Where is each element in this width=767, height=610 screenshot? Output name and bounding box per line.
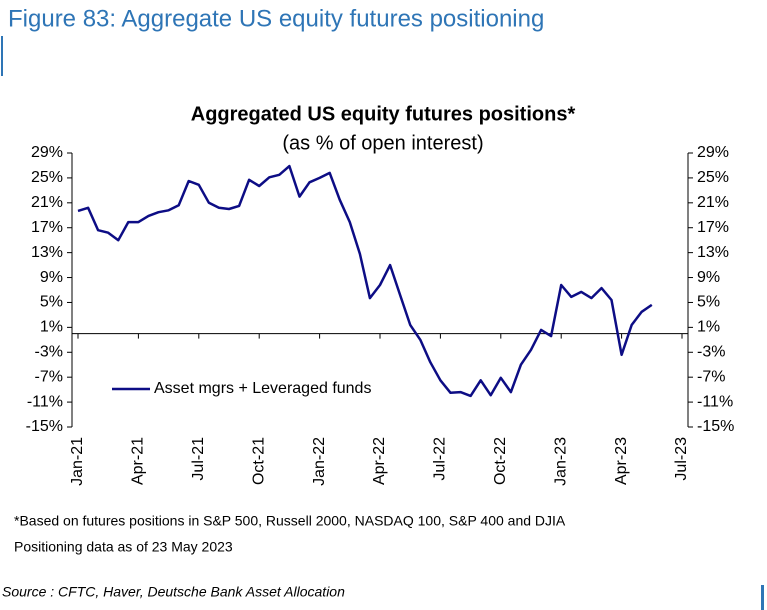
x-tick-label: Jan-22 [311, 437, 328, 486]
y2-tick-label: 1% [697, 319, 720, 336]
chart-subtitle: (as % of open interest) [282, 132, 483, 154]
x-tick-label: Jan-23 [552, 437, 569, 486]
y-tick-label: 5% [40, 294, 63, 311]
y-tick-label: -7% [35, 368, 63, 385]
y-tick-label: -15% [26, 418, 63, 435]
y2-tick-label: 21% [697, 194, 729, 211]
x-tick-label: Jul-23 [673, 437, 690, 481]
y2-tick-label: -3% [697, 343, 725, 360]
x-tick-label: Jul-21 [190, 437, 207, 481]
legend-label: Asset mgrs + Leveraged funds [154, 380, 371, 397]
corner-bar [761, 585, 764, 610]
y2-tick-label: 5% [697, 294, 720, 311]
chart-title: Aggregated US equity futures positions* [191, 103, 576, 125]
x-tick-label: Apr-22 [371, 437, 388, 485]
y2-tick-label: 29% [697, 144, 729, 161]
footnote: *Based on futures positions in S&P 500, … [14, 513, 566, 529]
x-tick-label: Oct-22 [492, 437, 509, 485]
y-tick-label: 25% [31, 169, 63, 186]
y2-tick-label: -15% [697, 418, 734, 435]
x-tick-label: Jul-22 [432, 437, 449, 481]
y2-tick-label: 9% [697, 269, 720, 286]
y2-tick-label: 17% [697, 219, 729, 236]
y-tick-label: -11% [27, 393, 63, 410]
y2-tick-label: 13% [697, 244, 729, 261]
y2-tick-label: -11% [697, 393, 733, 410]
y-tick-label: -3% [35, 343, 63, 360]
y-tick-label: 29% [31, 144, 63, 161]
y2-tick-label: -7% [697, 368, 725, 385]
y2-tick-label: 25% [697, 169, 729, 186]
x-tick-label: Jan-21 [69, 437, 86, 486]
series-line [77, 164, 653, 398]
y-tick-label: 9% [40, 269, 63, 286]
y-tick-label: 17% [31, 219, 63, 236]
y-tick-label: 21% [31, 194, 63, 211]
x-tick-label: Oct-21 [250, 437, 267, 485]
x-tick-label: Apr-23 [613, 437, 630, 485]
figure-title: Figure 83: Aggregate US equity futures p… [8, 5, 544, 32]
y-tick-label: 13% [31, 244, 63, 261]
footnote: Positioning data as of 23 May 2023 [14, 539, 233, 555]
source: Source : CFTC, Haver, Deutsche Bank Asse… [2, 584, 345, 600]
x-tick-label: Apr-21 [130, 437, 147, 485]
y-tick-label: 1% [40, 319, 63, 336]
